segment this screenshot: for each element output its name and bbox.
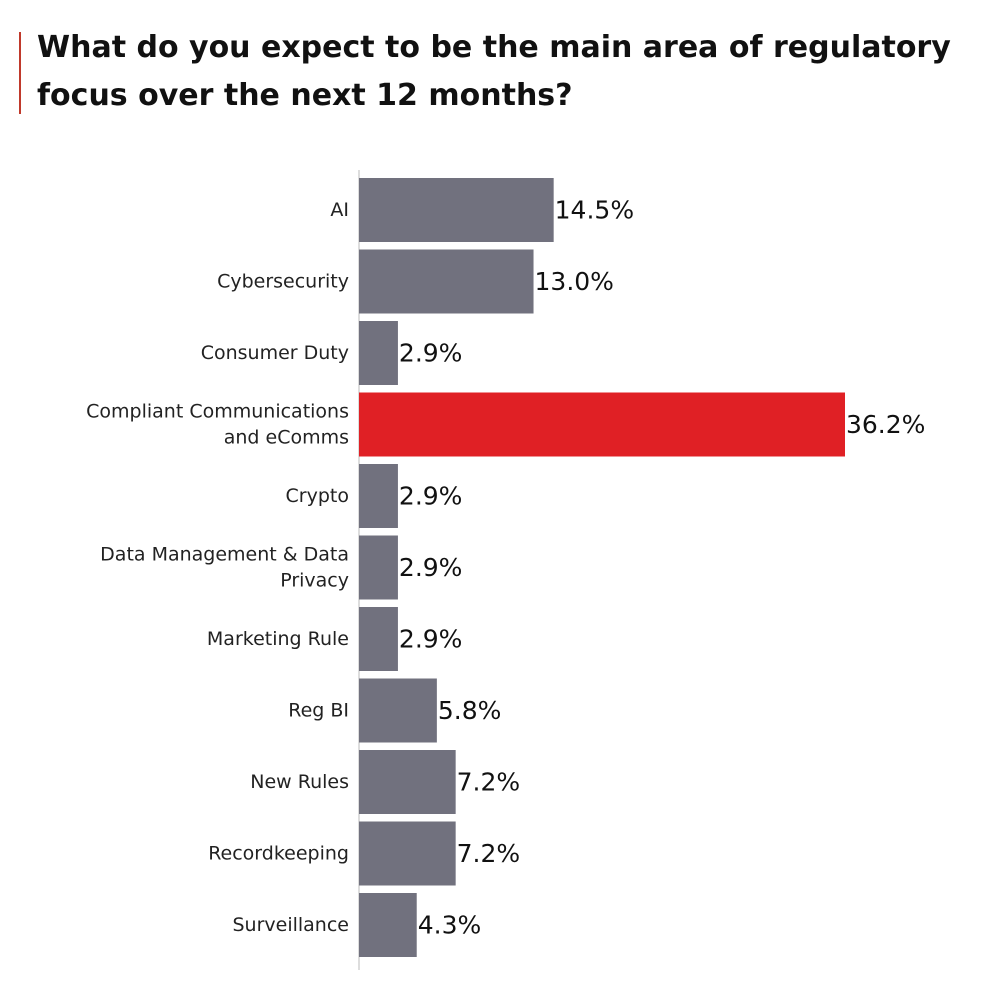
bar (359, 607, 398, 671)
bar (359, 321, 398, 385)
category-label: Privacy (280, 570, 349, 592)
value-label: 7.2% (457, 839, 521, 868)
value-label: 4.3% (418, 911, 482, 940)
bar (359, 464, 398, 528)
category-label: Data Management & Data (100, 544, 349, 566)
value-label: 2.9% (399, 482, 463, 511)
value-label: 36.2% (846, 410, 925, 439)
bar (359, 750, 456, 814)
value-label: 2.9% (399, 339, 463, 368)
value-label: 7.2% (457, 768, 521, 797)
category-label: Reg BI (288, 700, 349, 722)
category-label: New Rules (250, 771, 349, 793)
category-label: and eComms (224, 427, 349, 449)
bar (359, 392, 845, 457)
category-label: Cybersecurity (217, 271, 349, 293)
category-label: Consumer Duty (201, 342, 349, 364)
category-label: Compliant Communications (86, 401, 349, 423)
value-label: 13.0% (535, 267, 614, 296)
category-label: AI (330, 199, 349, 221)
bar (359, 893, 417, 957)
bar (359, 249, 534, 314)
value-label: 14.5% (555, 196, 634, 225)
title-accent-rule (19, 32, 21, 114)
bar (359, 821, 456, 886)
bar (359, 678, 437, 743)
bar (359, 535, 398, 600)
category-label: Surveillance (232, 914, 349, 936)
category-label: Recordkeeping (208, 843, 349, 865)
category-label: Crypto (286, 485, 349, 507)
value-label: 2.9% (399, 553, 463, 582)
chart-title: What do you expect to be the main area o… (37, 30, 951, 113)
bar (359, 178, 554, 242)
category-label: Marketing Rule (207, 628, 349, 650)
value-label: 5.8% (438, 696, 502, 725)
value-label: 2.9% (399, 625, 463, 654)
